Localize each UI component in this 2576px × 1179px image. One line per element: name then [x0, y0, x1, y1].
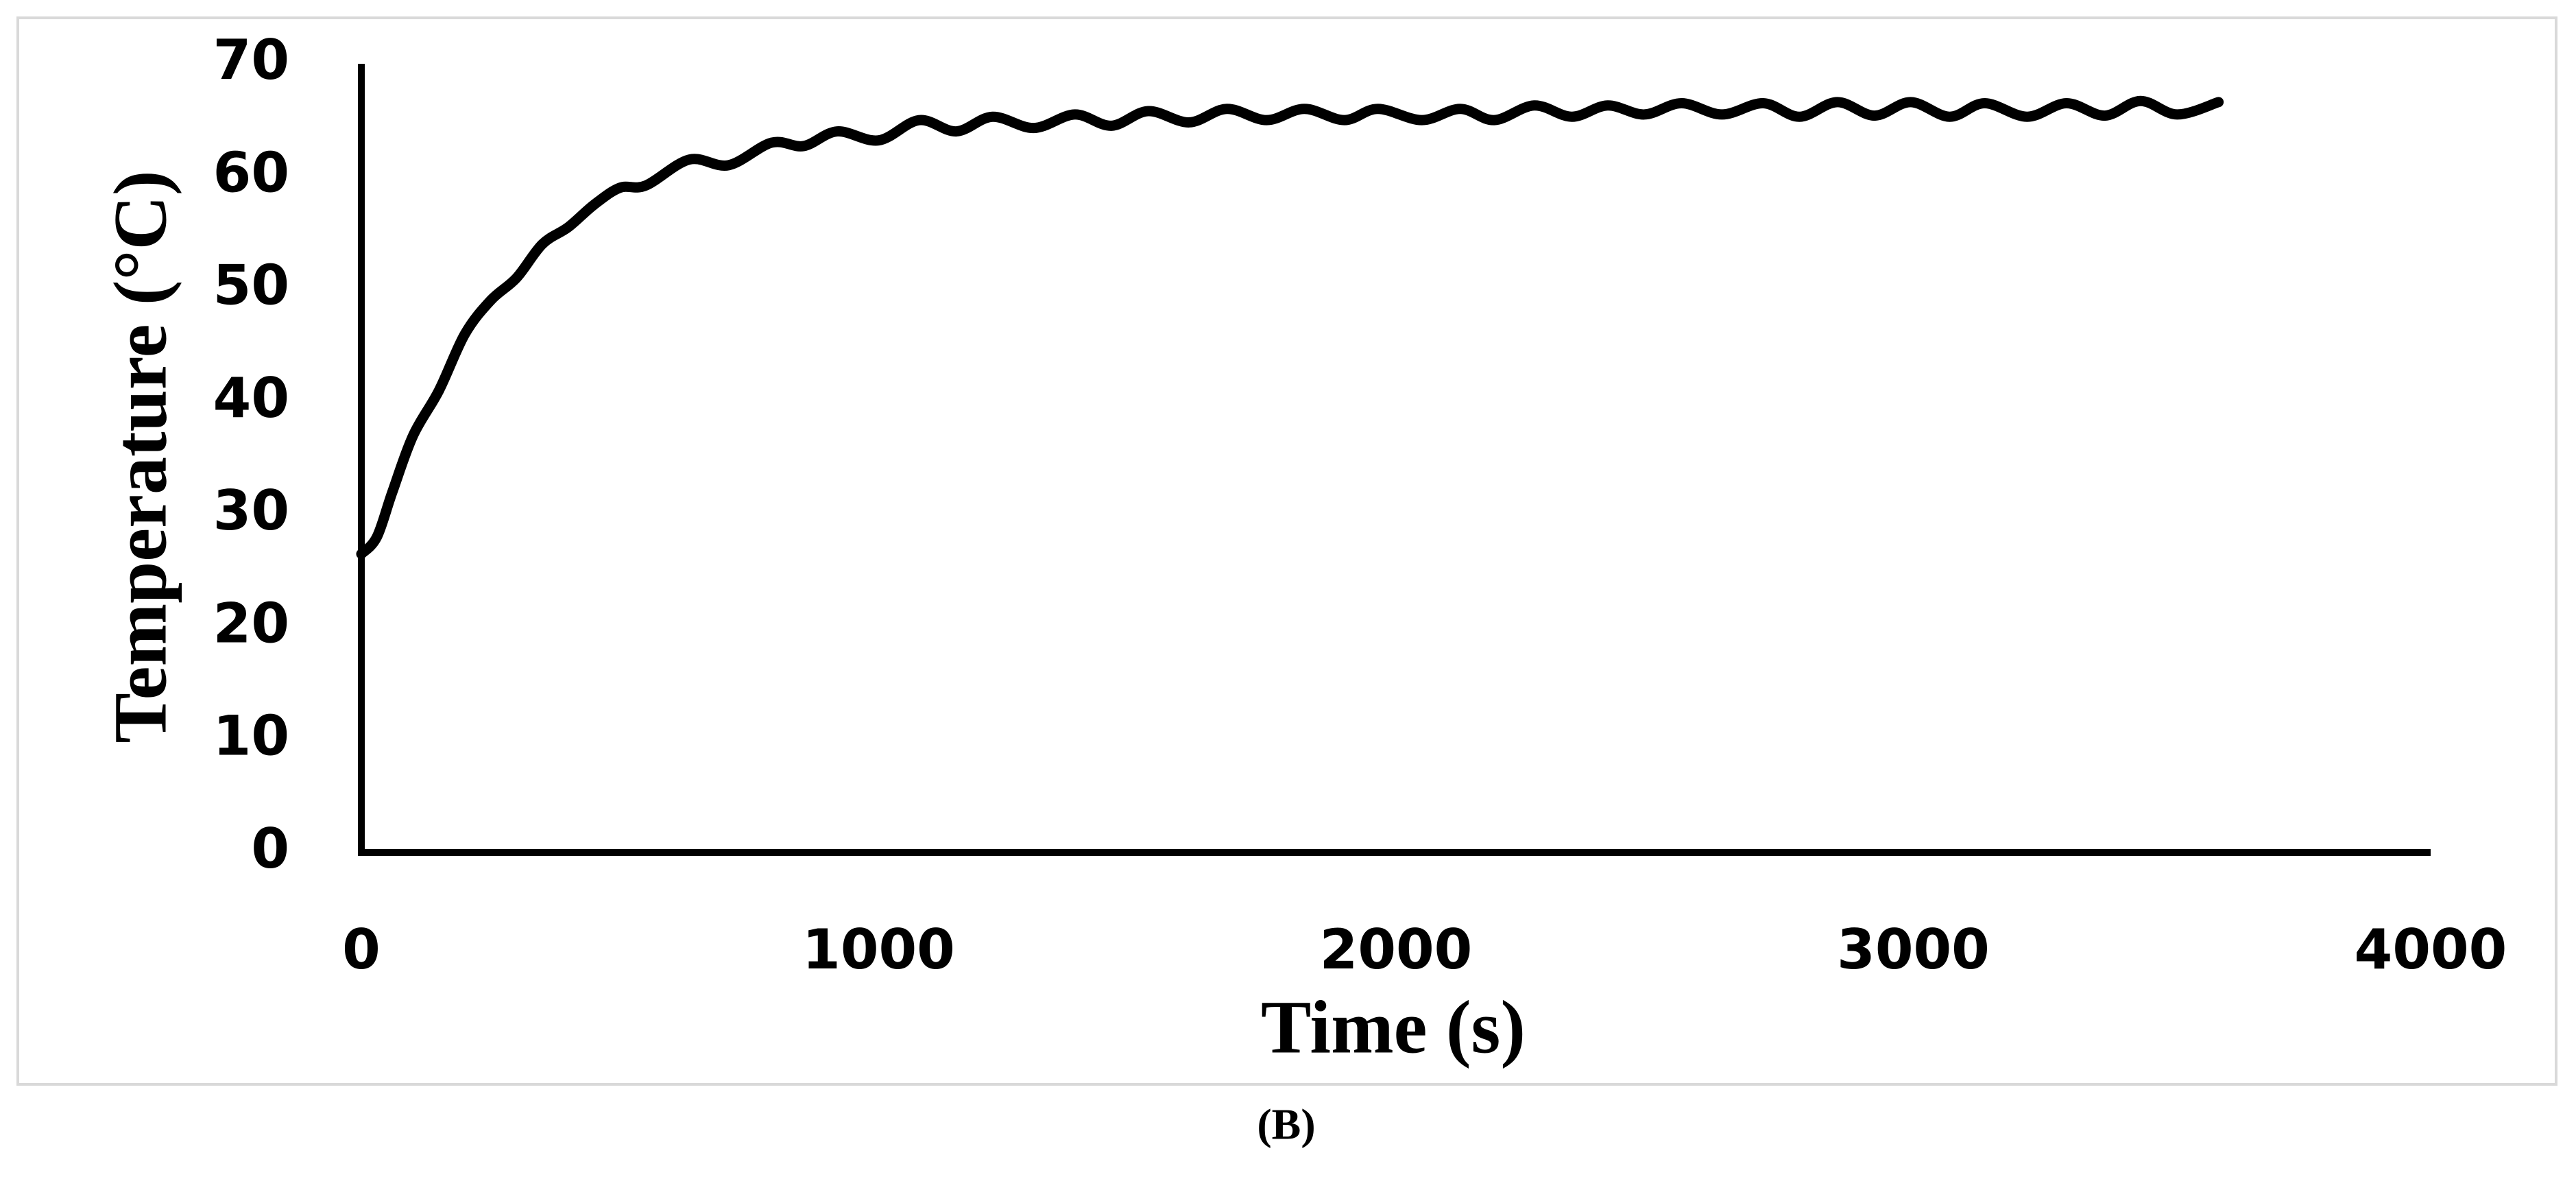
x-tick-label: 1000 — [802, 918, 955, 981]
y-tick-label: 60 — [213, 141, 289, 204]
x-tick-label: 3000 — [1837, 918, 1990, 981]
y-tick-label: 0 — [251, 817, 289, 881]
x-tick-label: 4000 — [2355, 918, 2507, 981]
chart-border — [16, 16, 2557, 1086]
y-tick-label: 10 — [213, 704, 289, 768]
y-tick-label: 30 — [213, 479, 289, 543]
y-tick-label: 40 — [213, 366, 289, 430]
y-tick-label: 50 — [213, 254, 289, 318]
y-axis-title: Temperature (°C) — [98, 170, 182, 743]
caption: (B) — [1257, 1100, 1315, 1149]
x-axis-title: Time (s) — [1261, 985, 1526, 1069]
y-tick-label: 70 — [213, 28, 289, 92]
y-tick-label: 20 — [213, 591, 289, 655]
x-tick-label: 0 — [342, 918, 381, 981]
data-line — [356, 95, 2224, 560]
x-tick-label: 2000 — [1320, 918, 1473, 981]
